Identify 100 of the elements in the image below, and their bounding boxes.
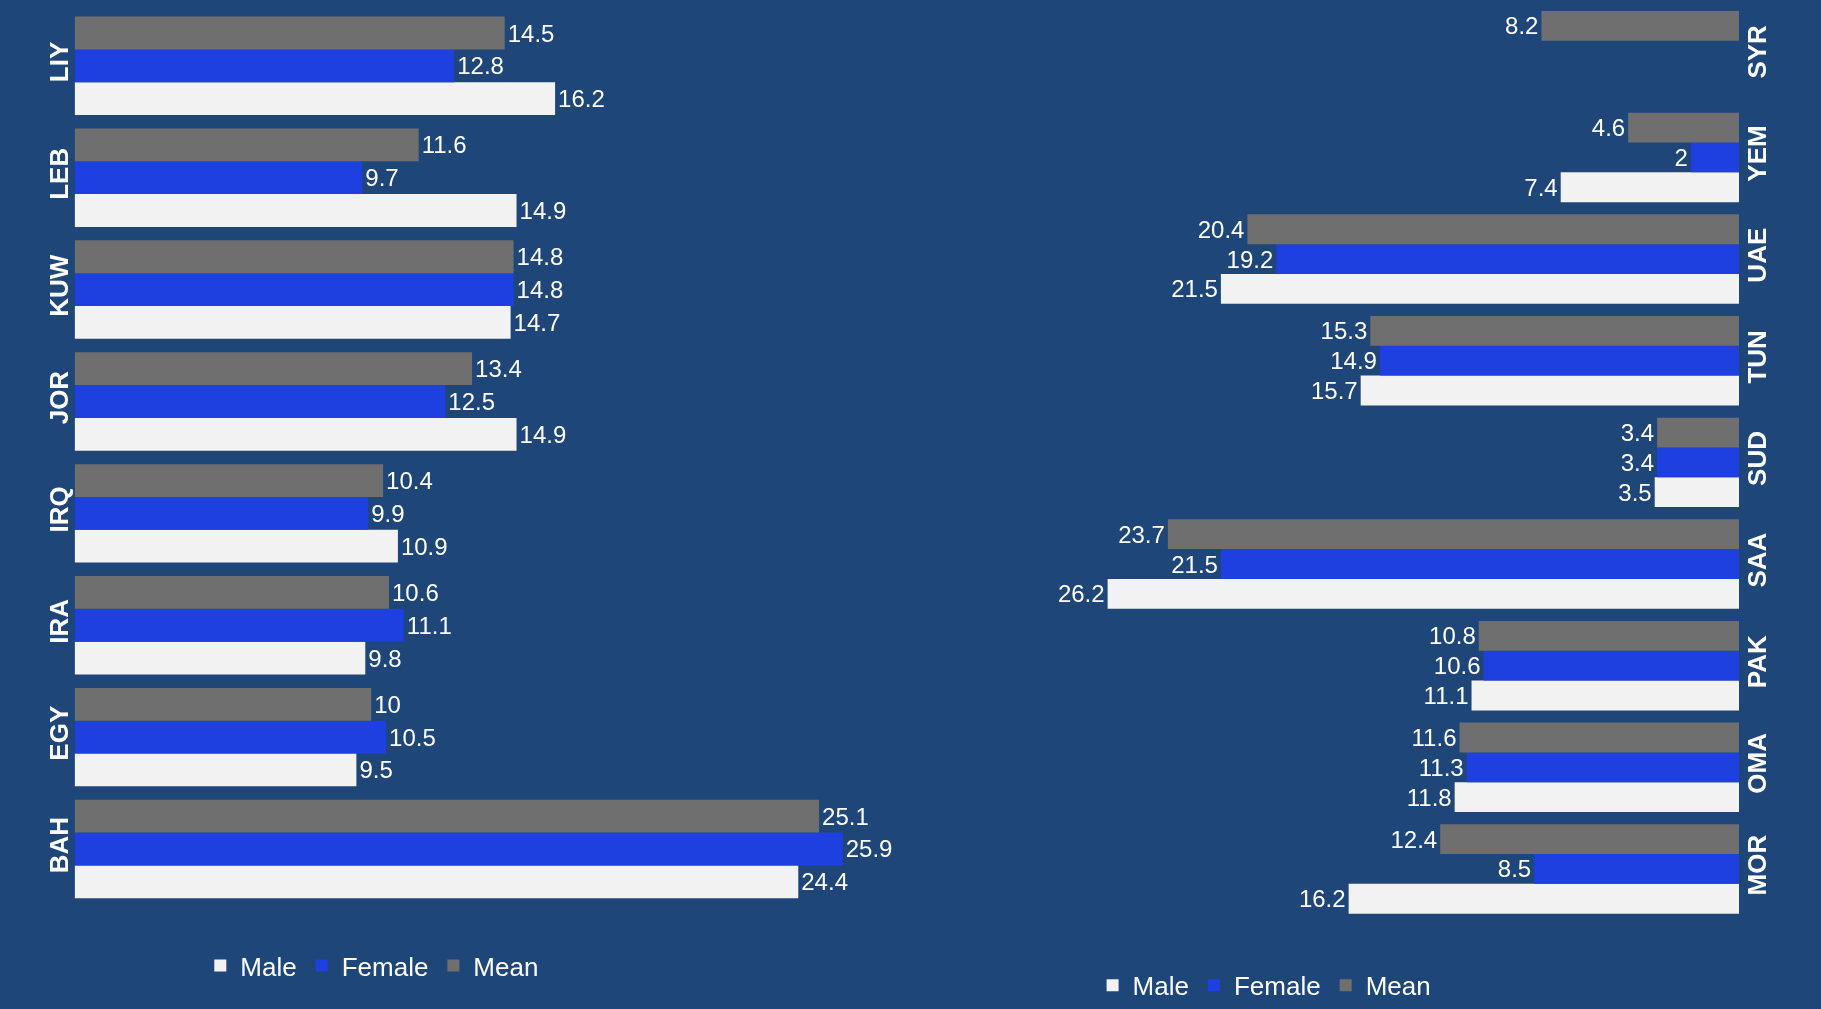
bar [1478,620,1740,651]
data-label: 11.1 [1423,681,1469,709]
y-tick-label: BAH [44,816,75,874]
legend-label: Female [341,951,429,982]
bar [1440,824,1740,855]
y-tick-label: EGY [44,705,75,761]
data-label: 9.9 [371,499,405,527]
data-label: 11.8 [1406,783,1452,811]
bar [1560,172,1740,203]
data-label: 11.3 [1418,753,1464,781]
bar [1690,142,1740,173]
data-label: 15.3 [1320,317,1368,345]
bar [74,753,357,787]
data-label: 9.5 [359,756,393,784]
data-label: 3.4 [1620,448,1655,476]
bar [1628,112,1740,143]
data-label: 8.2 [1505,12,1539,40]
data-label: 7.4 [1524,173,1558,201]
data-label: 25.9 [845,835,893,863]
y-tick-label: JOR [44,370,75,425]
bar [74,385,446,418]
data-label: 12.8 [457,52,504,80]
bar [1379,345,1740,376]
legend-label: Mean [1365,971,1431,1002]
bar [74,49,455,83]
data-label: 8.5 [1497,855,1532,883]
data-label: 10.9 [400,532,448,560]
y-tick-label: SAA [1742,532,1773,588]
data-label: 14.8 [516,243,564,271]
data-label: 11.1 [406,611,452,639]
y-tick-label: IRQ [44,486,75,533]
data-label: 14.8 [516,276,564,304]
bar [74,128,419,162]
data-label: 10 [374,690,401,718]
bar [74,865,799,899]
data-label: 10.6 [392,578,439,606]
data-label: 14.9 [1330,347,1377,375]
data-label: 21.5 [1171,275,1218,303]
data-label: 26.2 [1057,580,1105,608]
data-label: 14.9 [519,197,567,225]
legend-label: Female [1233,971,1321,1002]
bar [1220,273,1740,304]
y-tick-label: LEB [44,147,75,200]
bar [1247,214,1740,245]
bar [74,161,363,195]
bar [1220,549,1740,579]
bar [74,464,384,497]
y-tick-label: SYR [1742,24,1773,79]
data-label: 12.5 [448,387,496,415]
data-label: 3.5 [1618,478,1652,506]
legend-label: Mean [473,951,539,982]
bar [74,529,398,563]
y-tick-label: SUD [1742,431,1773,486]
y-tick-label: KUW [44,254,75,317]
data-label: 9.7 [365,164,399,192]
bar [1657,417,1740,448]
y-tick-label: MOR [1742,834,1773,896]
data-label: 11.6 [1411,723,1457,751]
bar [1466,752,1740,783]
bar [74,82,556,116]
data-label: 19.2 [1226,245,1274,273]
y-tick-label: YEM [1742,125,1773,182]
bar [74,417,517,451]
bar [1541,11,1740,41]
bar [74,352,473,386]
data-label: 10.4 [386,467,433,495]
bar [74,576,390,609]
data-label: 14.5 [507,19,555,47]
data-label: 16.2 [1298,885,1346,913]
data-label: 10.6 [1433,652,1481,680]
bar [74,306,511,339]
bar [74,799,820,833]
bar [1459,722,1740,753]
bar [74,687,372,721]
y-tick-label: OMA [1742,732,1773,794]
data-label: 11.6 [421,131,467,159]
data-label: 24.4 [801,868,848,896]
data-label: 25.1 [822,802,869,830]
data-label: 23.7 [1118,520,1165,548]
bar [1348,883,1740,914]
data-label: 20.4 [1197,215,1245,243]
bar [1360,375,1740,406]
legend-label: Male [240,951,297,982]
bar [74,608,404,642]
bar [74,16,505,50]
bar [1654,477,1740,508]
data-label: 14.9 [519,420,567,448]
bar [1107,578,1740,609]
y-tick-label: TUN [1742,330,1773,384]
y-tick-label: PAK [1742,635,1773,689]
bar [74,641,366,675]
y-tick-label: IRA [44,598,75,644]
data-label: 14.7 [513,308,561,336]
bar [74,273,514,306]
bar [1657,447,1740,478]
bar [1276,244,1740,274]
data-label: 4.6 [1591,114,1626,142]
bar [1534,854,1740,884]
data-label: 10.5 [389,723,436,751]
data-label: 12.4 [1390,825,1438,853]
